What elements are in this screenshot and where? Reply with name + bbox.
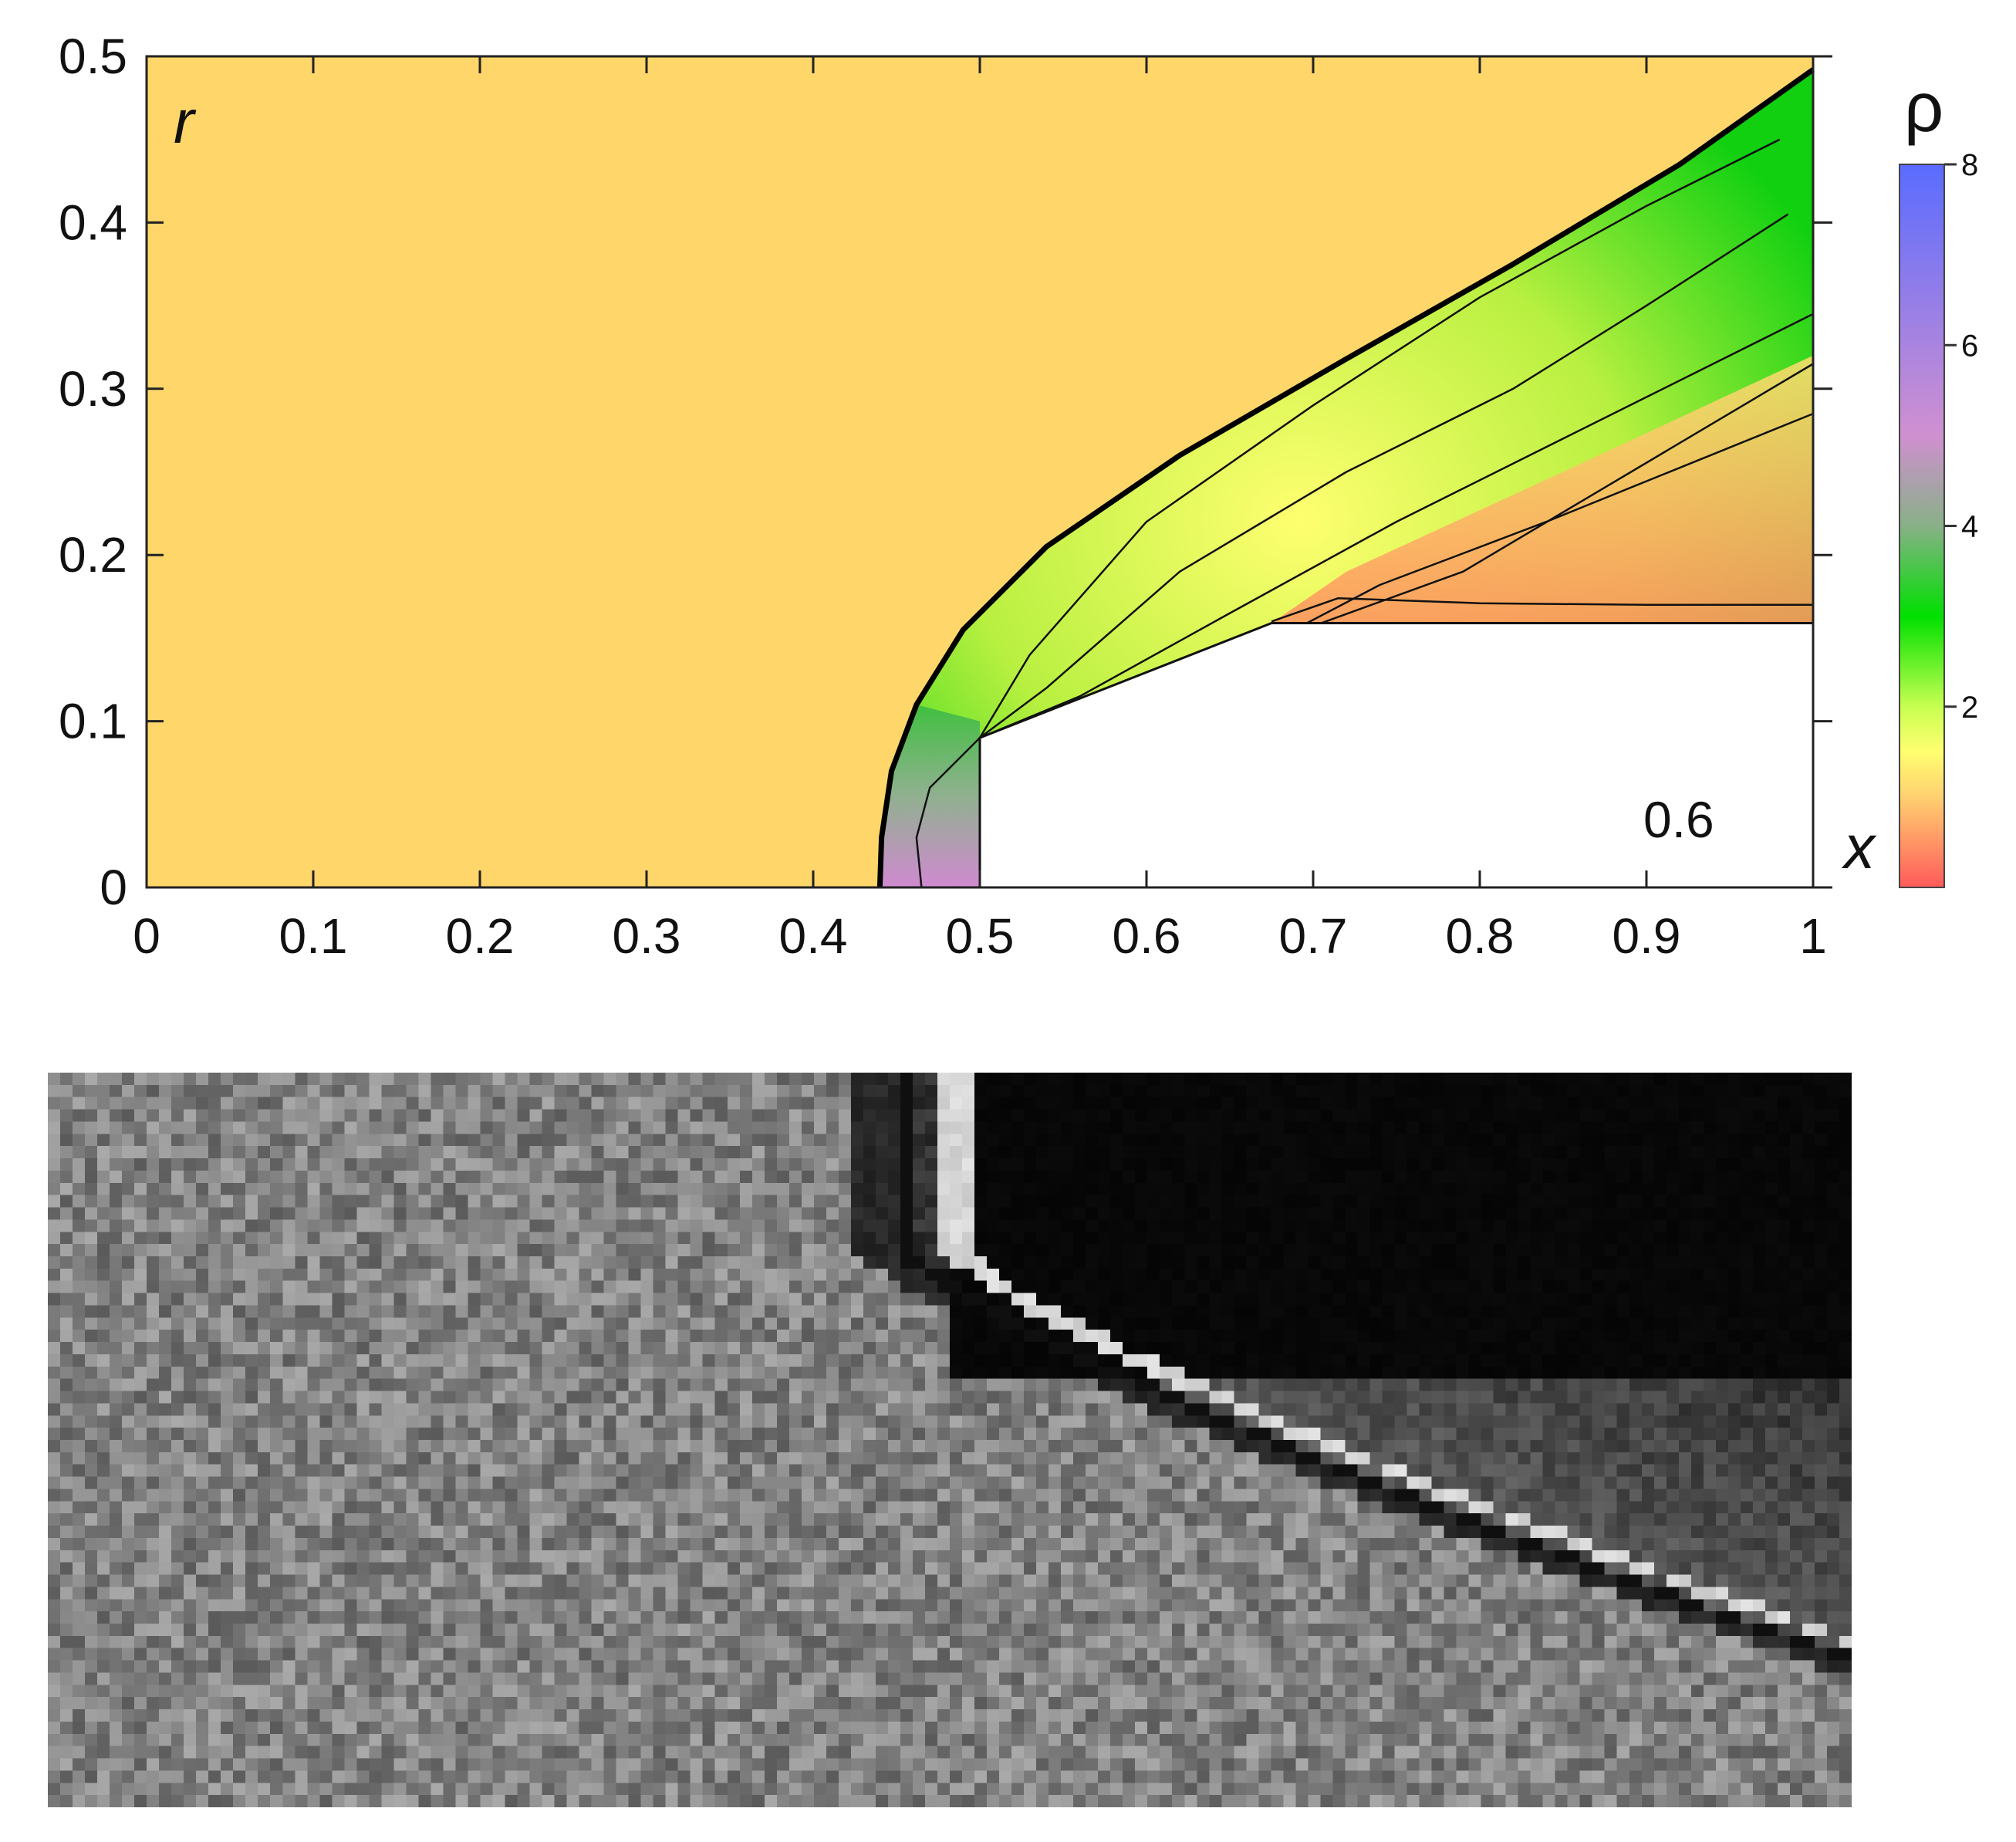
- x-tick-label: 0.7: [1279, 908, 1348, 964]
- isoline-2: [979, 213, 1789, 739]
- y-tick-label: 0.3: [59, 361, 127, 417]
- colorbar-tick-label: 6: [1961, 329, 1978, 363]
- x-tick-label: 0.6: [1113, 908, 1181, 964]
- axis-ticks: 0 0.1 0.2 0.3 0.4 0.5 0.6 0.7 0.8 0.9 1 0 0.1 0.2 0.3 0…: [59, 29, 1832, 964]
- shock-layer-region: [880, 69, 1813, 888]
- schlieren-image: [48, 1073, 1852, 1807]
- y-tick-label: 0.2: [59, 527, 127, 583]
- isoline-3: [979, 313, 1814, 739]
- y-tick-label: 0.5: [59, 29, 127, 84]
- colorbar-label: ρ: [1904, 69, 1943, 147]
- x-tick-label: 0: [133, 908, 160, 964]
- y-tick-label: 0.4: [59, 194, 127, 250]
- time-annotation: 0.6: [1643, 791, 1714, 848]
- x-tick-label: 0.3: [613, 908, 681, 964]
- x-tick-label: 0.4: [779, 908, 848, 964]
- colorbar: 2 4 6 8 ρ: [1899, 69, 1978, 888]
- colorbar-tick-label: 4: [1961, 510, 1978, 544]
- colorbar-gradient: [1899, 164, 1945, 888]
- isoline-6: [1271, 597, 1813, 623]
- y-axis-label: r: [174, 87, 197, 156]
- x-tick-label: 0.2: [446, 908, 515, 964]
- density-contour-chart: 0 0.1 0.2 0.3 0.4 0.5 0.6 0.7 0.8 0.9 1 0 0.1 0.2 0.3 0…: [59, 29, 1978, 964]
- isoline-7: [915, 737, 981, 888]
- colorbar-tick-label: 8: [1961, 148, 1978, 182]
- y-tick-label: 0.1: [59, 694, 127, 749]
- x-tick-label: 0.5: [946, 908, 1015, 964]
- x-tick-label: 0.8: [1446, 908, 1515, 964]
- x-tick-label: 1: [1799, 908, 1827, 964]
- stagnation-region: [880, 705, 980, 887]
- plot-area: 0 0.1 0.2 0.3 0.4 0.5 0.6 0.7 0.8 0.9 1 0 0.1 0.2 0.3 0…: [59, 29, 1832, 964]
- y-tick-label: 0: [100, 860, 127, 915]
- bow-shock-line: [876, 67, 1815, 888]
- isoline-1: [978, 138, 1781, 738]
- schlieren-canvas: [48, 1073, 1852, 1807]
- wake-region: [1271, 355, 1813, 624]
- x-tick-label: 0.9: [1612, 908, 1681, 964]
- x-axis-label: x: [1841, 813, 1877, 881]
- colorbar-ticks: 2 4 6 8: [1944, 148, 1978, 725]
- colorbar-tick-label: 2: [1961, 691, 1978, 725]
- x-tick-label: 0.1: [279, 908, 348, 964]
